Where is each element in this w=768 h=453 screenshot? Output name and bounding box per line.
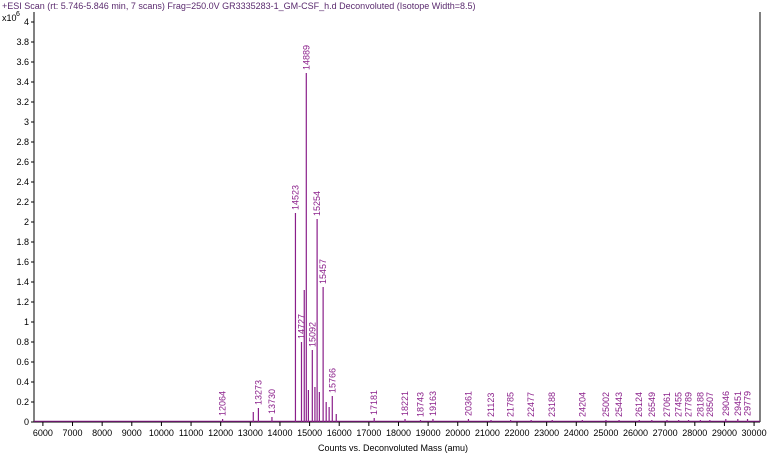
peak-label: 22477 [526,392,536,417]
peak-label: 19163 [428,391,438,416]
y-tick-label: 3.6 [16,57,29,67]
peak-label: 29779 [743,391,753,416]
x-tick-label: 25000 [593,428,618,438]
x-tick-label: 27000 [653,428,678,438]
x-tick-label: 22000 [504,428,529,438]
peak-labels: 12064 13273 13730 14523 14727 14889 15092 15254… [218,45,753,417]
x-tick-label: 30000 [742,428,767,438]
y-tick-label: 0.4 [16,377,29,387]
y-axis: 0 0.2 0.4 0.6 0.8 1 1.2 1.4 1.6 1.8 2 2.2 2.4 2.6 2.8 3… [16,17,34,427]
x-tick-label: 12000 [208,428,233,438]
y-tick-label: 1.4 [16,277,29,287]
peak-label: 13730 [267,389,277,414]
y-exponent-base: x10 [2,13,17,23]
y-tick-label: 0 [24,417,29,427]
x-tick-label: 20000 [445,428,470,438]
peak-label: 14889 [301,45,311,70]
x-tick-label: 7000 [63,428,83,438]
peak-label: 25443 [614,392,624,417]
peak-label: 21785 [506,392,516,417]
peak-label: 26124 [634,392,644,417]
x-tick-label: 19000 [416,428,441,438]
peak-label: 15457 [318,259,328,284]
peak-label: 26549 [647,392,657,417]
peak-label: 24204 [577,392,587,417]
x-tick-label: 18000 [386,428,411,438]
y-exponent-power: 6 [16,11,20,18]
y-tick-label: 3.2 [16,97,29,107]
y-tick-label: 4 [24,17,29,27]
peak-label: 15766 [327,368,337,393]
peak-label: 28188 [695,392,705,417]
peak-label: 27455 [674,392,684,417]
peak-label: 15254 [312,191,322,216]
y-tick-label: 2.6 [16,157,29,167]
x-tick-label: 24000 [564,428,589,438]
x-tick-label: 15000 [297,428,322,438]
x-tick-label: 17000 [356,428,381,438]
y-tick-label: 1.6 [16,257,29,267]
x-tick-label: 21000 [475,428,500,438]
peak-label: 17181 [369,390,379,415]
y-tick-label: 3 [24,117,29,127]
spectrum-series [34,73,760,422]
peak-label: 27789 [684,392,694,417]
y-tick-label: 0.8 [16,337,29,347]
peak-label: 12064 [218,391,228,416]
x-tick-label: 9000 [122,428,142,438]
y-tick-label: 1.8 [16,237,29,247]
peak-label: 21123 [486,393,496,417]
x-tick-label: 16000 [327,428,352,438]
x-tick-label: 6000 [33,428,53,438]
x-tick-label: 23000 [534,428,559,438]
peak-label: 20361 [463,391,473,416]
x-axis-label: Counts vs. Deconvoluted Mass (amu) [318,443,468,453]
x-tick-label: 11000 [179,428,203,438]
y-tick-label: 2.2 [16,197,29,207]
x-tick-label: 8000 [92,428,112,438]
y-tick-label: 3.4 [16,77,29,87]
peak-label: 28507 [705,392,715,417]
peak-label: 14727 [296,314,306,339]
peak-label: 18743 [415,392,425,417]
y-tick-label: 3.8 [16,37,29,47]
y-tick-label: 2.4 [16,177,29,187]
peak-label: 13273 [253,380,263,405]
y-tick-label: 0.6 [16,357,29,367]
peak-label: 27061 [662,392,672,417]
peak-label: 29046 [721,391,731,416]
peak-label: 14523 [290,185,300,210]
chart-title: +ESI Scan (rt: 5.746-5.846 min, 7 scans)… [2,1,476,11]
y-tick-label: 1 [24,317,29,327]
peak-label: 18221 [400,391,410,416]
x-tick-label: 28000 [682,428,707,438]
x-tick-label: 14000 [267,428,292,438]
y-tick-label: 2.8 [16,137,29,147]
x-axis: 6000 7000 8000 9000 10000 11000 12000 13000 1400… [33,422,767,438]
y-tick-label: 1.2 [16,297,29,307]
x-tick-label: 29000 [712,428,737,438]
x-tick-label: 13000 [238,428,263,438]
y-tick-label: 0.2 [16,397,29,407]
peak-label: 23188 [547,392,557,417]
x-tick-label: 26000 [623,428,648,438]
x-tick-label: 10000 [149,428,174,438]
y-tick-label: 2 [24,217,29,227]
peak-label: 15092 [307,322,317,347]
peak-label: 29451 [733,391,743,416]
peak-label: 25002 [601,392,611,417]
